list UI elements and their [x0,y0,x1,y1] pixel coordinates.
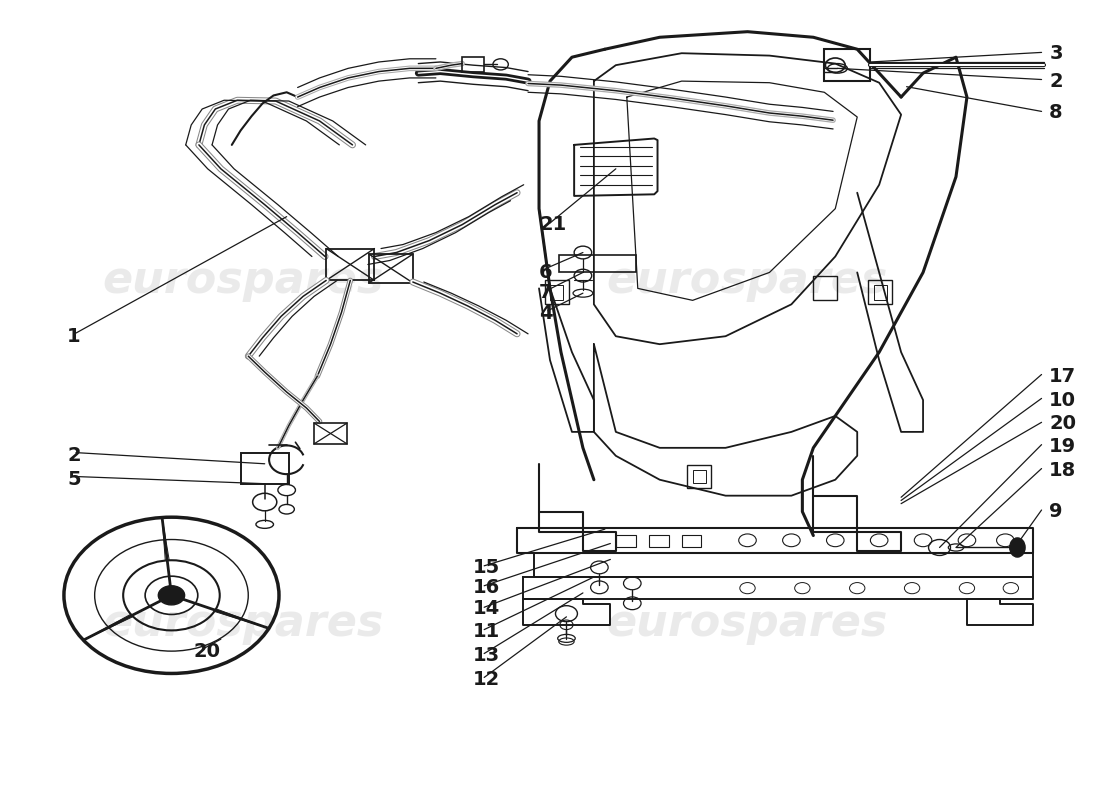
Text: eurospares: eurospares [607,259,888,302]
Bar [315,423,346,444]
Bar [649,534,669,546]
Bar [616,534,636,546]
Circle shape [158,586,185,605]
Text: 6: 6 [539,263,552,282]
Text: 2: 2 [1049,72,1063,90]
Text: 9: 9 [1049,502,1063,521]
Text: 10: 10 [1049,390,1076,410]
Bar [462,57,484,71]
Text: 3: 3 [1049,44,1063,62]
Bar [544,281,569,304]
Bar [327,249,374,281]
Text: eurospares: eurospares [102,259,384,302]
Text: 11: 11 [473,622,500,641]
Text: 4: 4 [539,305,552,323]
Text: 2: 2 [67,446,80,466]
Bar [550,286,563,299]
Text: 1: 1 [67,326,80,346]
Text: eurospares: eurospares [102,602,384,645]
Bar [693,470,706,483]
Bar [824,50,870,81]
Text: 16: 16 [473,578,500,597]
Text: 21: 21 [539,215,566,234]
Text: 12: 12 [473,670,500,689]
Bar [868,281,892,304]
Bar [559,255,636,273]
Text: 20: 20 [1049,414,1076,434]
Bar [873,286,887,299]
Text: 15: 15 [473,558,500,577]
Bar [241,454,289,484]
Text: 13: 13 [473,646,500,665]
Text: 17: 17 [1049,366,1077,386]
Text: 5: 5 [67,470,80,490]
Text: 14: 14 [473,599,500,618]
Bar [688,466,712,488]
Bar [682,534,702,546]
Text: eurospares: eurospares [607,602,888,645]
Text: 18: 18 [1049,461,1077,480]
Bar [368,254,412,283]
Ellipse shape [1010,538,1025,557]
Text: 19: 19 [1049,437,1077,456]
Text: 7: 7 [539,283,552,302]
Text: 20: 20 [194,642,220,661]
Text: 8: 8 [1049,103,1063,122]
Bar [813,277,837,300]
